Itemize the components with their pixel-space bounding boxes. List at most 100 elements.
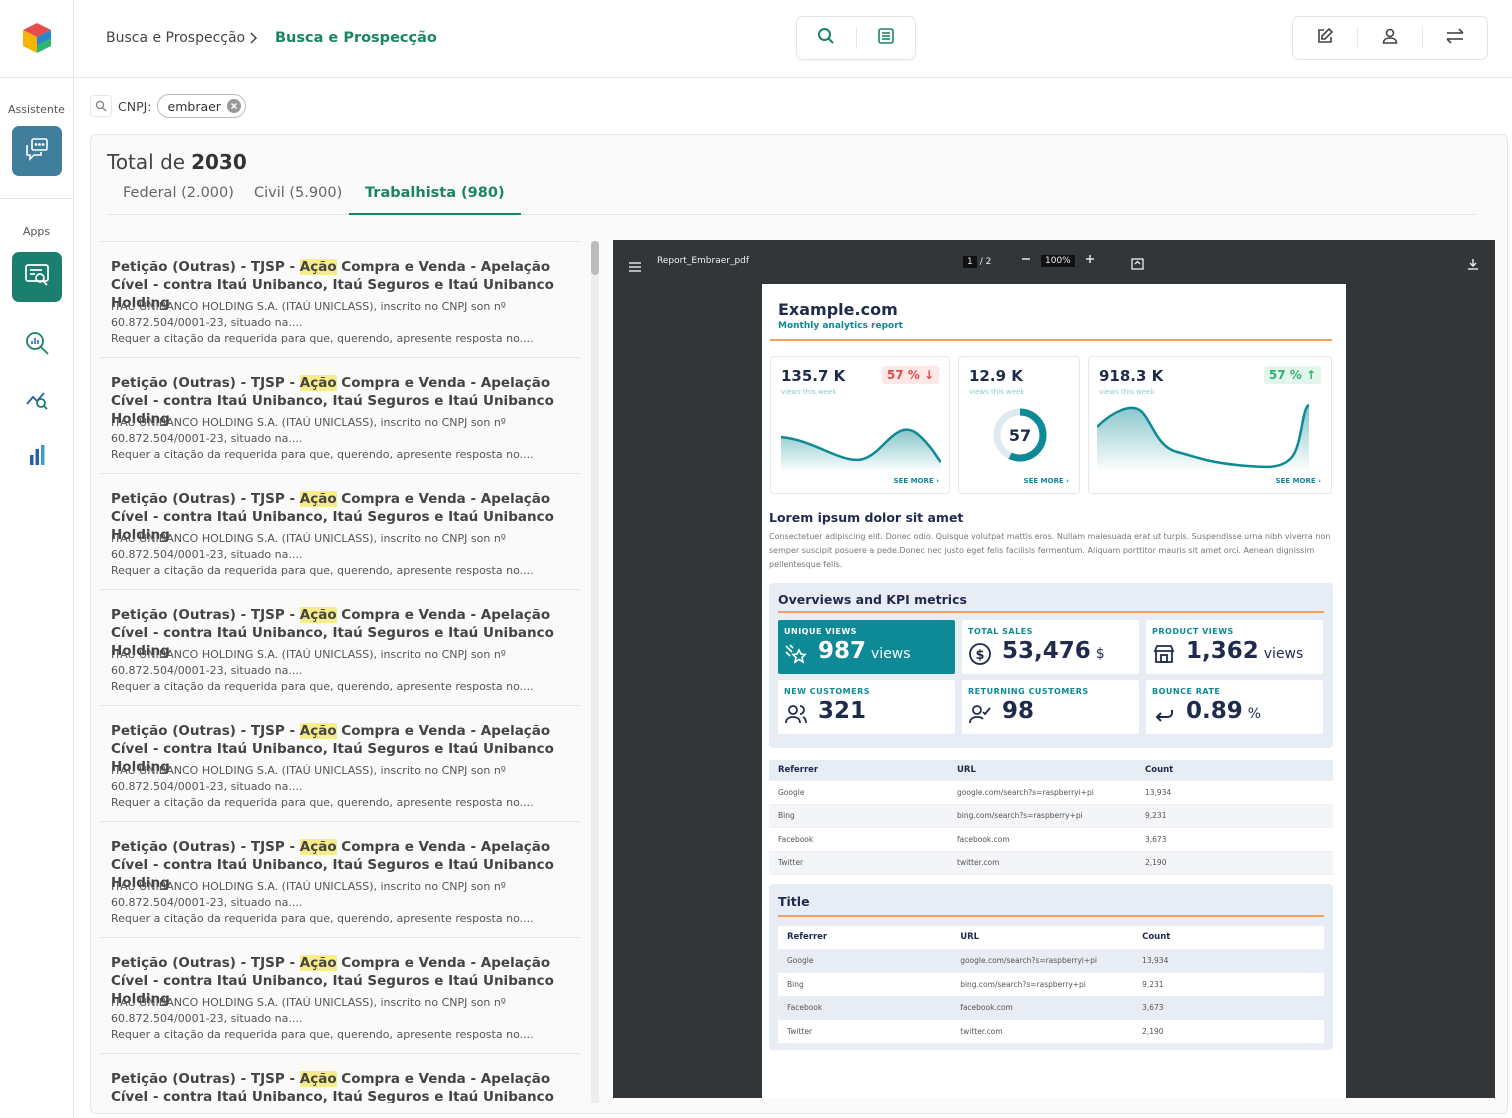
results-list: Petição (Outras) - TJSP - Ação Compra e … <box>101 241 591 1103</box>
stat-sub: views this week <box>969 388 1025 396</box>
filter-bar: CNPJ: embraer <box>90 93 246 119</box>
result-card[interactable]: Petição (Outras) - TJSP - Ação Compra e … <box>101 589 579 705</box>
list-view-button[interactable] <box>857 17 916 59</box>
table-row: Facebook facebook.com 3,673 <box>769 828 1333 852</box>
stat-card: 918.3 K views this week 57 % ↑ SEE MORE … <box>1088 356 1332 494</box>
tab-trabalhista[interactable]: Trabalhista (980) <box>349 185 521 215</box>
search-highlight: Ação <box>299 955 337 971</box>
result-card[interactable]: Petição (Outras) - TJSP - Ação Compra e … <box>101 937 579 1053</box>
tab-federal[interactable]: Federal (2.000) <box>123 185 234 201</box>
kpi-value: 0.89% <box>1186 698 1262 724</box>
chevron-right-icon <box>248 30 260 46</box>
zoom-out-icon[interactable] <box>1021 254 1031 267</box>
result-title[interactable]: Petição (Outras) - TJSP - Ação Compra e … <box>111 839 554 891</box>
view-toggle <box>796 16 916 60</box>
trend-search-icon[interactable] <box>22 384 52 414</box>
result-title[interactable]: Petição (Outras) - TJSP - Ação Compra e … <box>111 955 554 1007</box>
pdf-page-total: / 2 <box>979 257 992 267</box>
result-card[interactable]: Petição (Outras) - TJSP - Ação Compra e … <box>101 705 579 821</box>
profile-button[interactable] <box>1358 16 1422 60</box>
result-line: Requer a citação da requerida para que, … <box>111 680 534 693</box>
titled-table-section: Title Referrer URL Count Google google.com/… <box>769 884 1333 1050</box>
result-card[interactable]: Petição (Outras) - TJSP - Ação Compra e … <box>101 473 579 589</box>
search-view-button[interactable] <box>797 17 856 59</box>
search-highlight: Ação <box>299 1071 337 1087</box>
app-logo-icon[interactable] <box>22 22 52 54</box>
result-title[interactable]: Petição (Outras) - TJSP - Ação Compra e … <box>111 1071 554 1103</box>
zoom-in-icon[interactable] <box>1085 254 1095 267</box>
apps-section-label: Apps <box>22 225 51 238</box>
chart-search-icon[interactable] <box>22 328 52 358</box>
app-sidebar: Assistente Apps <box>0 0 74 1118</box>
edit-button[interactable] <box>1293 16 1357 60</box>
arrow-up-icon: ↑ <box>1305 368 1316 382</box>
stat-value: 918.3 K <box>1099 367 1164 385</box>
filter-search-icon[interactable] <box>90 95 112 117</box>
kpi-label: BOUNCE RATE <box>1152 687 1221 696</box>
fit-page-icon[interactable] <box>1131 255 1144 274</box>
kpi-label: PRODUCT VIEWS <box>1152 627 1234 636</box>
kpi-card: TOTAL SALES $ 53,476 $ <box>962 620 1139 674</box>
result-line: ITAU UNIBANCO HOLDING S.A. (ITAÚ UNICLAS… <box>111 416 506 429</box>
result-card[interactable]: Petição (Outras) - TJSP - Ação Compra e … <box>101 357 579 473</box>
kpi-label: UNIQUE VIEWS <box>784 627 857 636</box>
menu-icon[interactable] <box>629 257 641 276</box>
app-document-search-button[interactable] <box>12 252 62 302</box>
pdf-page-input[interactable]: 1 <box>963 256 977 268</box>
table-row: Google google.com/search?s=raspberryi+pi 1… <box>769 781 1333 805</box>
result-card[interactable]: Petição (Outras) - TJSP - Ação Compra e … <box>101 1053 579 1103</box>
assistant-button[interactable] <box>12 126 62 176</box>
result-title[interactable]: Petição (Outras) - TJSP - Ação Compra e … <box>111 375 554 427</box>
result-title[interactable]: Petição (Outras) - TJSP - Ação Compra e … <box>111 259 554 311</box>
kpi-label: TOTAL SALES <box>968 627 1033 636</box>
filter-chip-label: embraer <box>167 98 221 114</box>
result-card[interactable]: Petição (Outras) - TJSP - Ação Compra e … <box>101 241 579 357</box>
zoom-level[interactable]: 100% <box>1041 254 1075 267</box>
referrer-table: Referrer URL Count Google google.com/search… <box>769 760 1333 875</box>
bar-chart-icon[interactable] <box>22 440 52 470</box>
result-title[interactable]: Petição (Outras) - TJSP - Ação Compra e … <box>111 607 554 659</box>
sparkline-chart <box>781 428 941 472</box>
result-line: ITAU UNIBANCO HOLDING S.A. (ITAÚ UNICLAS… <box>111 648 506 661</box>
total-value: 2030 <box>191 150 247 174</box>
filter-chip[interactable]: embraer <box>156 94 246 118</box>
swap-arrows-icon <box>1445 27 1465 49</box>
kpi-label: RETURNING CUSTOMERS <box>968 687 1089 696</box>
remove-filter-icon[interactable] <box>226 99 241 113</box>
kpi-card: NEW CUSTOMERS 321 <box>778 680 955 734</box>
header-actions <box>1292 16 1488 60</box>
stat-card: 12.9 K views this week 57 SEE MORE › <box>958 356 1080 494</box>
dollar-coin-icon: $ <box>969 643 991 665</box>
see-more-link[interactable]: SEE MORE › <box>1023 477 1069 485</box>
results-scrollbar[interactable] <box>591 241 599 1103</box>
result-line: Requer a citação da requerida para que, … <box>111 912 534 925</box>
scrollbar-thumb[interactable] <box>591 241 599 275</box>
edit-icon <box>1316 27 1334 49</box>
kpi-value: 98 <box>1002 698 1035 724</box>
breadcrumb-parent[interactable]: Busca e Prospecção <box>106 30 246 46</box>
result-line: ITAU UNIBANCO HOLDING S.A. (ITAÚ UNICLAS… <box>111 996 506 1009</box>
kpi-value: 987 views <box>818 638 911 664</box>
download-icon[interactable] <box>1467 255 1479 274</box>
svg-text:$: $ <box>975 648 984 663</box>
table-row: Google google.com/search?s=raspberryi+pi 1… <box>778 949 1324 973</box>
result-line: 60.872.504/0001-23, situado na.... <box>111 548 303 561</box>
sparkle-star-icon <box>785 644 807 664</box>
tab-civil[interactable]: Civil (5.900) <box>254 185 343 201</box>
search-icon <box>817 27 835 49</box>
result-line: Requer a citação da requerida para que, … <box>111 1028 534 1041</box>
table-header: Referrer URL Count <box>769 760 1333 781</box>
result-line: Requer a citação da requerida para que, … <box>111 796 534 809</box>
user-check-icon <box>969 705 991 724</box>
see-more-link[interactable]: SEE MORE › <box>893 477 939 485</box>
see-more-link[interactable]: SEE MORE › <box>1275 477 1321 485</box>
result-title[interactable]: Petição (Outras) - TJSP - Ação Compra e … <box>111 491 554 543</box>
stat-sub: views this week <box>1099 388 1155 396</box>
result-card[interactable]: Petição (Outras) - TJSP - Ação Compra e … <box>101 821 579 937</box>
results-total: Total de 2030 <box>107 150 247 174</box>
switch-button[interactable] <box>1423 16 1487 60</box>
result-title[interactable]: Petição (Outras) - TJSP - Ação Compra e … <box>111 723 554 775</box>
table-header: Referrer URL Count <box>778 926 1324 950</box>
list-document-icon <box>877 27 895 49</box>
search-highlight: Ação <box>299 839 337 855</box>
